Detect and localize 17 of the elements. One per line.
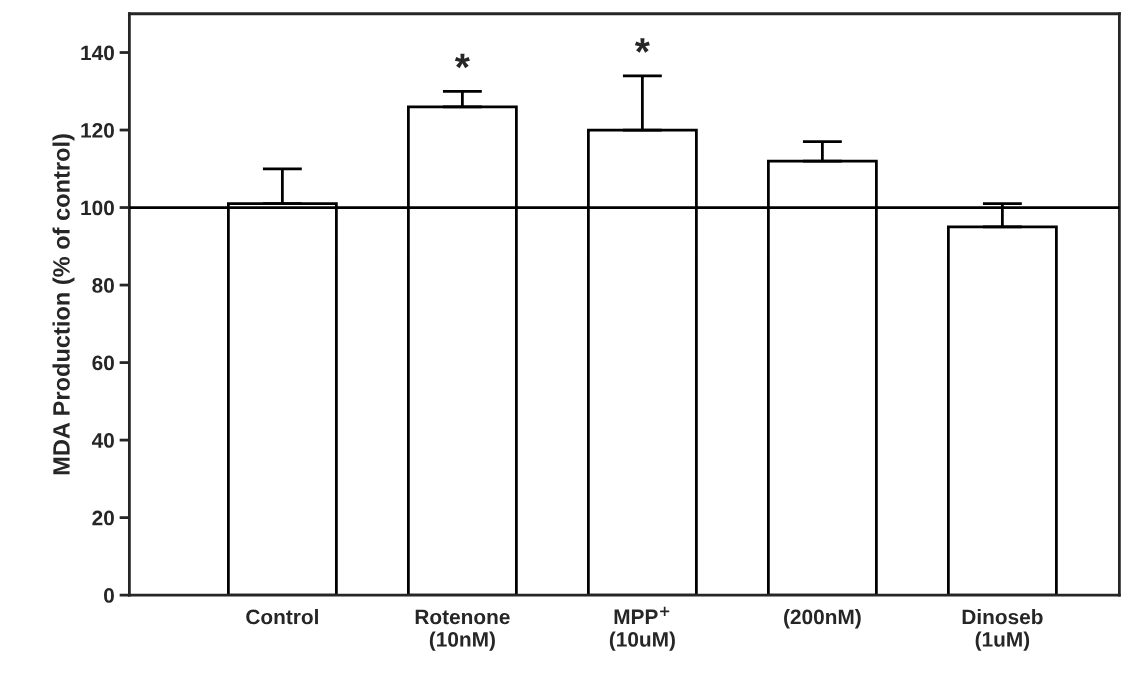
y-tick-label: 20 (92, 510, 114, 526)
y-tick-label: 80 (92, 278, 114, 293)
y-tick-label: 60 (92, 355, 114, 371)
bar (946, 225, 1058, 596)
x-tick-label: Rotenone (10nM) (415, 609, 510, 651)
x-tick-label: Control (246, 609, 318, 625)
y-tick-label: 120 (81, 123, 114, 138)
x-tick-label: Dinoseb (1uM) (962, 609, 1043, 651)
annotation: * (634, 38, 650, 53)
y-tick-label: 0 (104, 588, 114, 603)
x-tick-label: (200nM) (784, 609, 861, 629)
y-axis-title: MDA Production (% of control) (52, 134, 75, 475)
x-tick-label: MPP$^{+}$ (10uM) (609, 606, 675, 651)
y-tick-label: 140 (81, 45, 114, 61)
y-tick-label: 100 (81, 200, 114, 216)
y-tick-label: 40 (91, 433, 114, 448)
annotation: * (454, 53, 470, 69)
